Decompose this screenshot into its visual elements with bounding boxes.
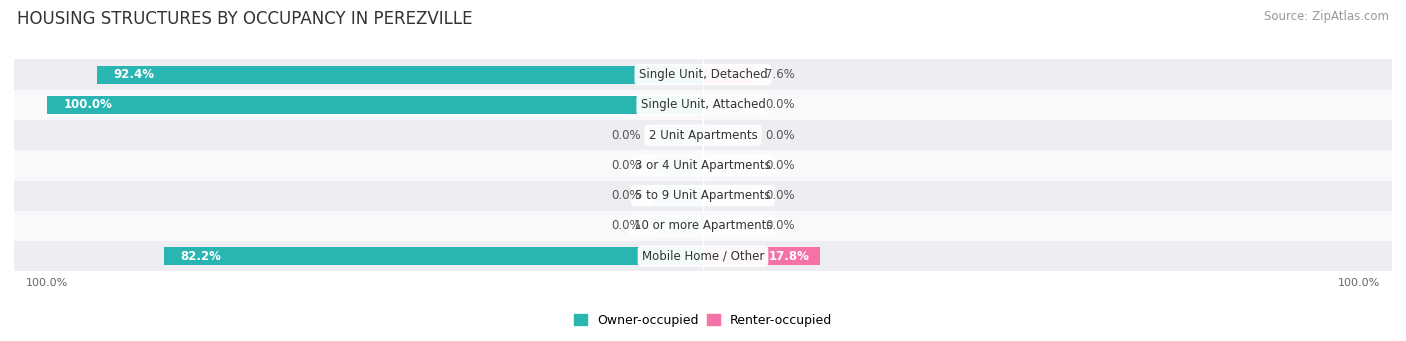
Text: Single Unit, Attached: Single Unit, Attached <box>641 98 765 112</box>
Bar <box>703 96 755 114</box>
Bar <box>14 90 1392 120</box>
Bar <box>703 187 755 205</box>
Text: 0.0%: 0.0% <box>612 219 641 233</box>
Text: Single Unit, Detached: Single Unit, Detached <box>638 68 768 81</box>
Text: 0.0%: 0.0% <box>765 98 794 112</box>
Text: 0.0%: 0.0% <box>612 129 641 142</box>
Text: 3 or 4 Unit Apartments: 3 or 4 Unit Apartments <box>636 159 770 172</box>
Bar <box>14 180 1392 211</box>
Bar <box>97 65 703 84</box>
Text: 100.0%: 100.0% <box>63 98 112 112</box>
Bar <box>651 156 703 175</box>
Text: 82.2%: 82.2% <box>180 250 221 263</box>
Bar <box>703 156 755 175</box>
Bar <box>703 247 820 265</box>
Bar <box>163 247 703 265</box>
Text: Source: ZipAtlas.com: Source: ZipAtlas.com <box>1264 10 1389 23</box>
Text: 0.0%: 0.0% <box>612 189 641 202</box>
Bar <box>703 126 755 144</box>
Text: 7.6%: 7.6% <box>765 68 796 81</box>
Text: 0.0%: 0.0% <box>765 159 794 172</box>
Text: HOUSING STRUCTURES BY OCCUPANCY IN PEREZVILLE: HOUSING STRUCTURES BY OCCUPANCY IN PEREZ… <box>17 10 472 28</box>
Text: 0.0%: 0.0% <box>612 159 641 172</box>
Bar <box>703 217 755 235</box>
Bar <box>14 241 1392 271</box>
Bar <box>651 187 703 205</box>
Text: 17.8%: 17.8% <box>769 250 810 263</box>
Bar <box>651 217 703 235</box>
Text: 92.4%: 92.4% <box>112 68 155 81</box>
Text: 0.0%: 0.0% <box>765 129 794 142</box>
Text: 0.0%: 0.0% <box>765 219 794 233</box>
Bar <box>46 96 703 114</box>
Text: 2 Unit Apartments: 2 Unit Apartments <box>648 129 758 142</box>
Text: 5 to 9 Unit Apartments: 5 to 9 Unit Apartments <box>636 189 770 202</box>
Bar <box>14 211 1392 241</box>
Text: 10 or more Apartments: 10 or more Apartments <box>634 219 772 233</box>
Bar <box>651 126 703 144</box>
Legend: Owner-occupied, Renter-occupied: Owner-occupied, Renter-occupied <box>574 314 832 327</box>
Bar <box>703 65 752 84</box>
Bar <box>14 120 1392 150</box>
Bar <box>14 59 1392 90</box>
Bar <box>14 150 1392 180</box>
Text: 0.0%: 0.0% <box>765 189 794 202</box>
Text: Mobile Home / Other: Mobile Home / Other <box>641 250 765 263</box>
